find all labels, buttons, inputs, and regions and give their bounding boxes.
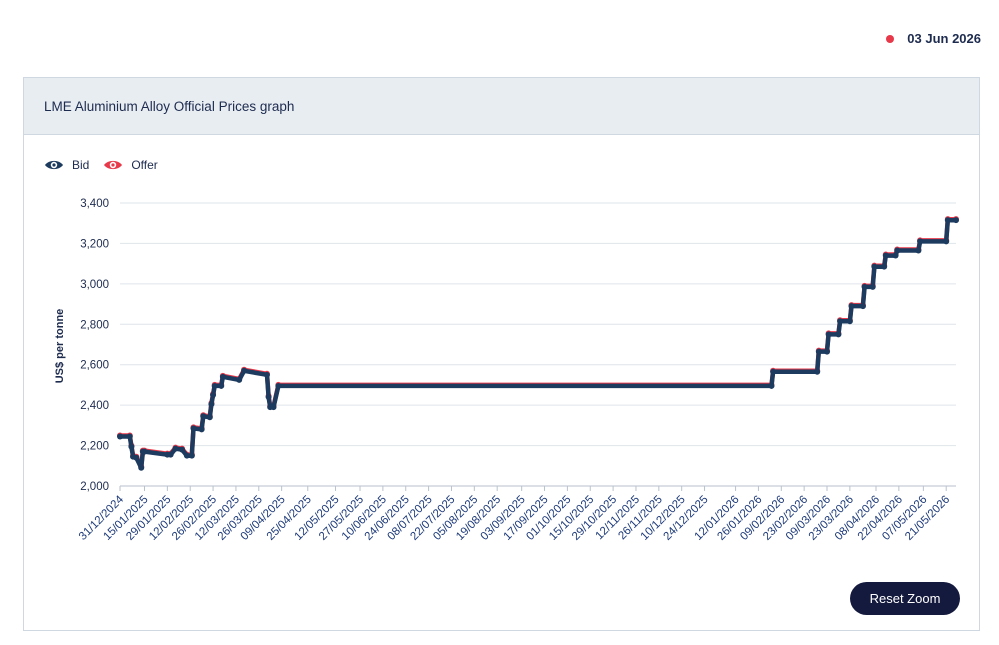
data-point-bid xyxy=(943,238,950,245)
data-point-bid xyxy=(881,263,888,270)
chart-card-title: LME Aluminium Alloy Official Prices grap… xyxy=(44,98,295,114)
data-point-bid xyxy=(275,382,282,389)
data-point-bid xyxy=(815,348,822,355)
y-tick-label: 2,000 xyxy=(80,481,109,493)
price-chart[interactable]: 2,000 2,200 2,400 2,600 2,800 3,000 3,200 3,400… xyxy=(24,78,979,630)
data-point-bid xyxy=(190,425,197,432)
data-point-bid xyxy=(198,426,205,433)
grid-lines xyxy=(120,202,956,487)
data-point-bid xyxy=(218,382,225,389)
data-point-bid xyxy=(265,394,272,401)
data-point-bid xyxy=(179,446,186,453)
data-point-bid xyxy=(133,454,140,461)
report-date-label: 03 Jun 2026 xyxy=(907,31,981,46)
chart-card-header: LME Aluminium Alloy Official Prices grap… xyxy=(24,78,979,135)
chart-legend: Bid Offer xyxy=(44,158,172,172)
data-point-bid xyxy=(117,433,123,440)
data-point-bid xyxy=(894,247,901,254)
data-point-bid xyxy=(188,452,195,459)
data-point-bid xyxy=(892,252,899,259)
data-point-bid xyxy=(835,331,842,338)
legend-label-bid: Bid xyxy=(72,158,90,172)
data-point-bid xyxy=(953,217,959,224)
series-line-bid xyxy=(117,217,959,471)
data-point-bid xyxy=(270,404,277,411)
data-point-bid xyxy=(241,367,248,374)
chart-card: LME Aluminium Alloy Official Prices grap… xyxy=(23,77,980,631)
x-axis-ticks: 31/12/202415/01/202529/01/202512/02/2025… xyxy=(77,486,952,543)
data-point-bid xyxy=(200,413,207,420)
reset-zoom-button[interactable]: Reset Zoom xyxy=(850,582,960,615)
y-axis-label: US$ per tonne xyxy=(54,309,66,384)
series-lines xyxy=(117,216,959,471)
data-point-bid xyxy=(814,368,821,375)
data-point-bid xyxy=(915,247,922,254)
data-point-bid xyxy=(206,414,213,421)
data-point-bid xyxy=(172,445,179,452)
y-tick-label: 3,000 xyxy=(80,279,109,291)
data-point-bid xyxy=(128,443,135,450)
legend-item-bid[interactable]: Bid xyxy=(44,158,89,172)
y-tick-label: 2,800 xyxy=(80,319,109,331)
data-point-bid xyxy=(219,373,226,380)
legend-label-offer: Offer xyxy=(131,158,158,172)
data-point-bid xyxy=(138,464,145,471)
eye-icon xyxy=(104,160,123,170)
y-tick-label: 3,200 xyxy=(80,238,109,250)
report-date: 03 Jun 2026 xyxy=(886,31,981,46)
data-point-bid xyxy=(869,283,876,290)
data-point-bid xyxy=(211,382,218,389)
data-point-bid xyxy=(917,238,924,245)
data-point-bid xyxy=(848,303,855,310)
data-point-bid xyxy=(167,451,174,458)
data-point-bid xyxy=(882,252,889,259)
y-tick-label: 2,400 xyxy=(80,400,109,412)
eye-icon xyxy=(45,160,63,170)
data-point-bid xyxy=(210,392,217,399)
data-point-bid xyxy=(208,401,215,408)
y-axis-ticks: 2,000 2,200 2,400 2,600 2,800 3,000 3,200 3,400 xyxy=(80,198,109,493)
data-point-bid xyxy=(770,368,777,375)
data-point-bid xyxy=(861,283,868,290)
data-point-bid xyxy=(236,376,243,383)
date-indicator-dot xyxy=(886,34,895,43)
data-point-bid xyxy=(263,371,270,378)
y-tick-label: 3,400 xyxy=(80,198,109,210)
data-point-bid xyxy=(871,263,878,270)
data-point-bid xyxy=(944,217,951,224)
data-point-bid xyxy=(768,382,775,389)
data-point-bid xyxy=(824,348,831,355)
data-point-bid xyxy=(141,448,148,455)
y-tick-label: 2,200 xyxy=(80,441,109,453)
data-point-bid xyxy=(183,452,190,459)
data-point-bid xyxy=(846,318,853,325)
data-point-bid xyxy=(859,303,866,310)
legend-item-offer[interactable]: Offer xyxy=(103,158,158,172)
data-point-bid xyxy=(825,331,832,338)
data-point-bid xyxy=(126,433,133,440)
y-tick-label: 2,600 xyxy=(80,360,109,372)
data-point-bid xyxy=(837,318,844,325)
series-line-offer xyxy=(117,216,959,470)
